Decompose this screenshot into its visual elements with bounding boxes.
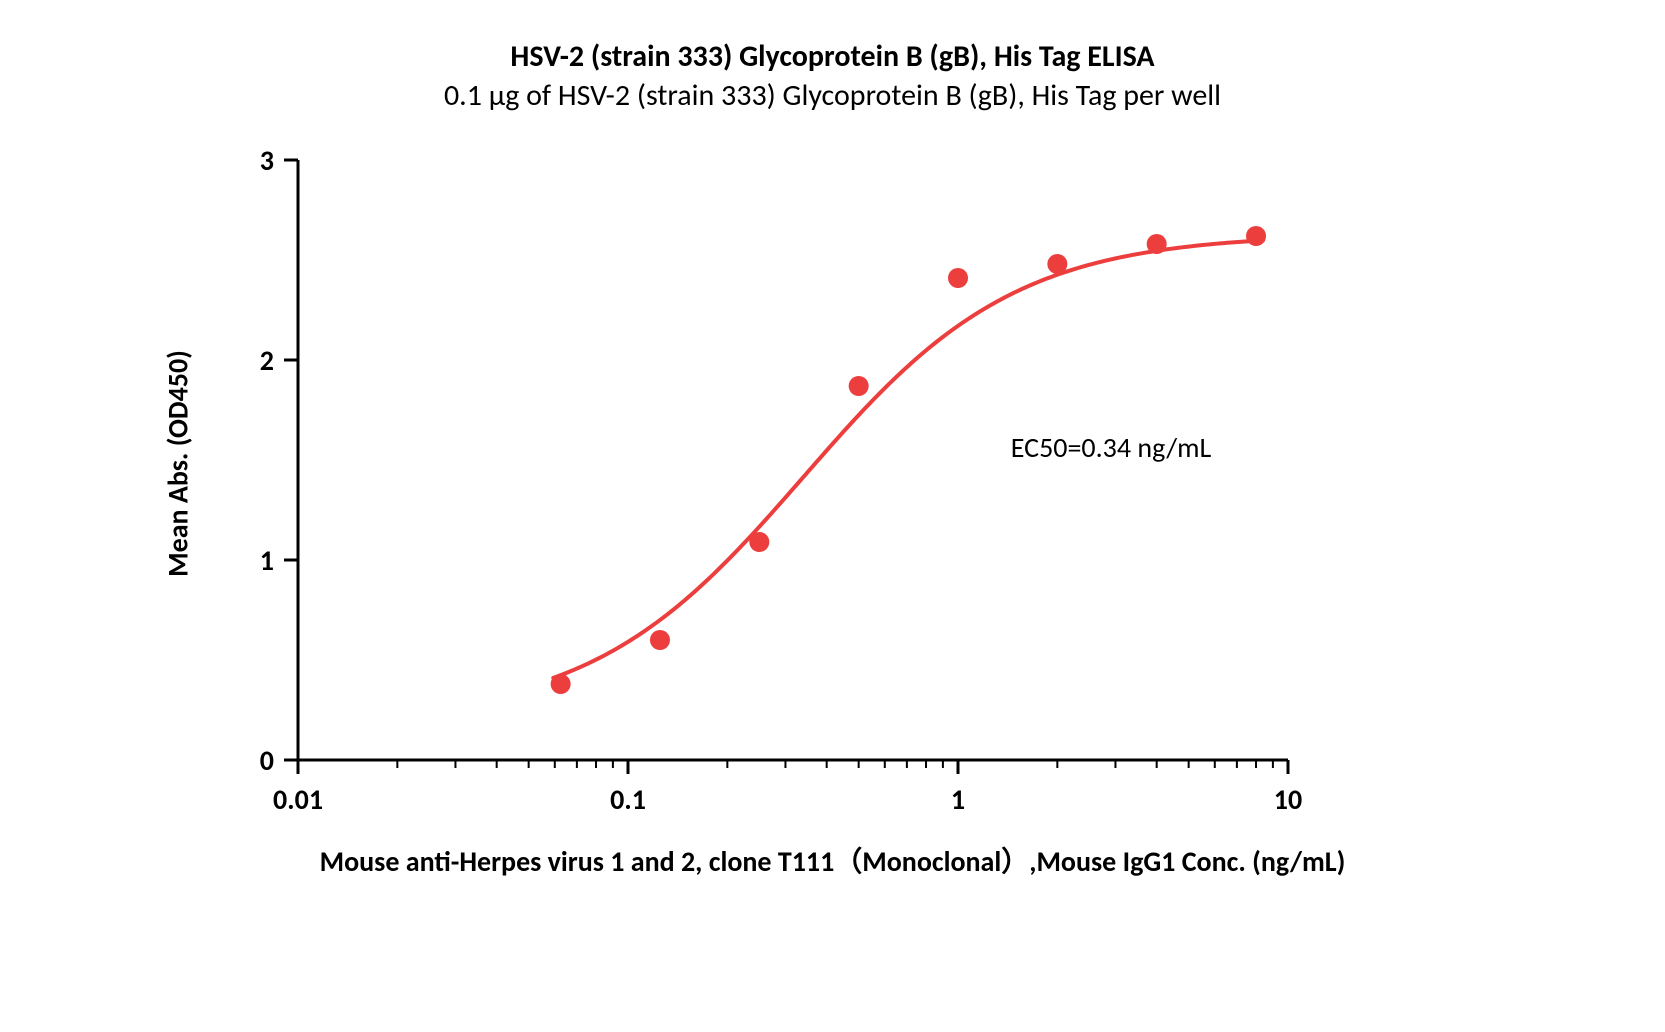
- y-tick-label: 1: [260, 543, 274, 578]
- x-tick-label: 0.01: [258, 782, 338, 817]
- x-tick-label: 1: [918, 782, 998, 817]
- x-tick-label: 0.1: [588, 782, 668, 817]
- y-tick-label: 3: [260, 143, 274, 178]
- x-axis-label-wrap: Mouse anti-Herpes virus 1 and 2, clone T…: [0, 840, 1665, 880]
- ec50-annotation: EC50=0.34 ng/mL: [1011, 430, 1211, 465]
- y-axis-label: Mean Abs. (OD450): [161, 164, 196, 764]
- y-tick-label: 0: [260, 743, 274, 778]
- y-tick-label: 2: [260, 343, 274, 378]
- elisa-chart: HSV-2 (strain 333) Glycoprotein B (gB), …: [0, 0, 1665, 1032]
- x-axis-label: Mouse anti-Herpes virus 1 and 2, clone T…: [320, 844, 1346, 879]
- x-tick-label: 10: [1248, 782, 1328, 817]
